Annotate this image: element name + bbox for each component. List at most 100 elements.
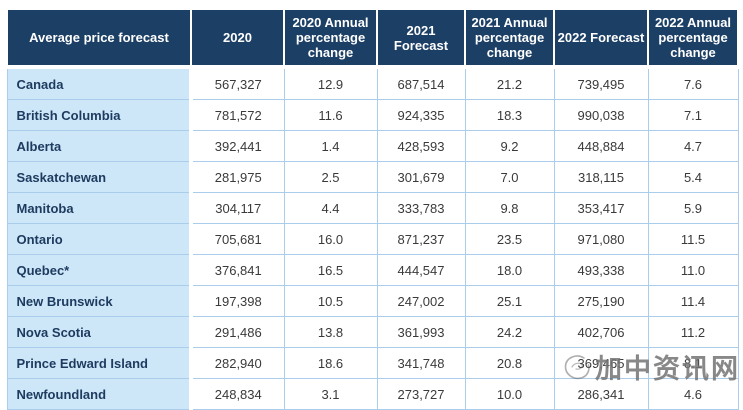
value-cell: 20.8 — [464, 347, 555, 379]
table-row: British Columbia 781,572 11.6 924,335 18.3 99… — [6, 99, 739, 131]
column-header: 2020 — [190, 8, 285, 69]
value-cell: 18.3 — [464, 99, 555, 131]
value-cell: 10.5 — [283, 285, 378, 317]
value-cell: 705,681 — [190, 223, 285, 255]
value-cell: 990,038 — [553, 99, 649, 131]
value-cell: 286,341 — [553, 378, 649, 410]
value-cell: 9.8 — [464, 192, 555, 224]
value-cell: 11.0 — [647, 254, 739, 286]
value-cell: 444,547 — [376, 254, 466, 286]
column-header: 2021 Forecast — [376, 8, 466, 69]
table-row: Prince Edward Island 282,940 18.6 341,748 20… — [6, 347, 739, 379]
value-cell: 10.0 — [464, 378, 555, 410]
value-cell: 301,679 — [376, 161, 466, 193]
value-cell: 16.5 — [283, 254, 378, 286]
value-cell: 871,237 — [376, 223, 466, 255]
value-cell: 275,190 — [553, 285, 649, 317]
value-cell: 361,993 — [376, 316, 466, 348]
row-label-cell: Newfoundland — [6, 378, 193, 410]
row-label-cell: Manitoba — [6, 192, 193, 224]
table-row: New Brunswick 197,398 10.5 247,002 25.1 275,1… — [6, 285, 739, 317]
row-label-cell: Prince Edward Island — [6, 347, 193, 379]
value-cell: 428,593 — [376, 130, 466, 162]
value-cell: 273,727 — [376, 378, 466, 410]
table-row: Manitoba 304,117 4.4 333,783 9.8 353,417 5.9 — [6, 192, 739, 224]
value-cell: 247,002 — [376, 285, 466, 317]
value-cell: 5.4 — [647, 161, 739, 193]
value-cell: 7.6 — [647, 66, 739, 100]
table-header: Average price forecast 2020 2020 Annual per… — [6, 8, 739, 69]
value-cell: 567,327 — [190, 66, 285, 100]
value-cell: 11.6 — [283, 99, 378, 131]
table-row: Canada 567,327 12.9 687,514 21.2 739,495 7.6 — [6, 66, 739, 100]
column-header: 2022 Annual percentage change — [647, 8, 739, 69]
value-cell: 8.1 — [647, 347, 739, 379]
column-header: 2021 Annual percentage change — [464, 8, 555, 69]
row-label-cell: New Brunswick — [6, 285, 193, 317]
table-row: Newfoundland 248,834 3.1 273,727 10.0 286,341… — [6, 378, 739, 410]
value-cell: 11.5 — [647, 223, 739, 255]
row-label-cell: Nova Scotia — [6, 316, 193, 348]
table-row: Quebec* 376,841 16.5 444,547 18.0 493,338 11.0 — [6, 254, 739, 286]
value-cell: 333,783 — [376, 192, 466, 224]
value-cell: 1.4 — [283, 130, 378, 162]
table-row: Alberta 392,441 1.4 428,593 9.2 448,884 4.7 — [6, 130, 739, 162]
value-cell: 197,398 — [190, 285, 285, 317]
value-cell: 248,834 — [190, 378, 285, 410]
value-cell: 24.2 — [464, 316, 555, 348]
value-cell: 11.2 — [647, 316, 739, 348]
value-cell: 25.1 — [464, 285, 555, 317]
value-cell: 4.6 — [647, 378, 739, 410]
value-cell: 971,080 — [553, 223, 649, 255]
value-cell: 4.4 — [283, 192, 378, 224]
header-row: Average price forecast 2020 2020 Annual per… — [6, 8, 739, 69]
row-label-cell: British Columbia — [6, 99, 193, 131]
row-label-cell: Quebec* — [6, 254, 193, 286]
value-cell: 18.0 — [464, 254, 555, 286]
row-label-cell: Alberta — [6, 130, 193, 162]
value-cell: 5.9 — [647, 192, 739, 224]
value-cell: 281,975 — [190, 161, 285, 193]
value-cell: 924,335 — [376, 99, 466, 131]
value-cell: 392,441 — [190, 130, 285, 162]
table-title-header: Average price forecast — [6, 8, 192, 69]
value-cell: 687,514 — [376, 66, 466, 100]
value-cell: 21.2 — [464, 66, 555, 100]
forecast-table: Average price forecast 2020 2020 Annual per… — [6, 8, 739, 410]
value-cell: 12.9 — [283, 66, 378, 100]
value-cell: 402,706 — [553, 316, 649, 348]
value-cell: 448,884 — [553, 130, 649, 162]
value-cell: 353,417 — [553, 192, 649, 224]
row-label-cell: Saskatchewan — [6, 161, 193, 193]
value-cell: 493,338 — [553, 254, 649, 286]
table-row: Ontario 705,681 16.0 871,237 23.5 971,080 11.5 — [6, 223, 739, 255]
value-cell: 781,572 — [190, 99, 285, 131]
value-cell: 739,495 — [553, 66, 649, 100]
value-cell: 318,115 — [553, 161, 649, 193]
row-label-cell: Canada — [6, 66, 193, 100]
value-cell: 341,748 — [376, 347, 466, 379]
value-cell: 7.0 — [464, 161, 555, 193]
value-cell: 376,841 — [190, 254, 285, 286]
value-cell: 369,465 — [553, 347, 649, 379]
table-row: Saskatchewan 281,975 2.5 301,679 7.0 318,115 5… — [6, 161, 739, 193]
value-cell: 3.1 — [283, 378, 378, 410]
value-cell: 11.4 — [647, 285, 739, 317]
value-cell: 13.8 — [283, 316, 378, 348]
value-cell: 2.5 — [283, 161, 378, 193]
value-cell: 23.5 — [464, 223, 555, 255]
column-header: 2022 Forecast — [553, 8, 649, 69]
value-cell: 291,486 — [190, 316, 285, 348]
table-body: Canada 567,327 12.9 687,514 21.2 739,495 7.6 Br… — [6, 66, 739, 410]
table-row: Nova Scotia 291,486 13.8 361,993 24.2 402,706… — [6, 316, 739, 348]
value-cell: 18.6 — [283, 347, 378, 379]
value-cell: 7.1 — [647, 99, 739, 131]
value-cell: 4.7 — [647, 130, 739, 162]
value-cell: 282,940 — [190, 347, 285, 379]
row-label-cell: Ontario — [6, 223, 193, 255]
column-header: 2020 Annual percentage change — [283, 8, 378, 69]
value-cell: 16.0 — [283, 223, 378, 255]
value-cell: 304,117 — [190, 192, 285, 224]
value-cell: 9.2 — [464, 130, 555, 162]
